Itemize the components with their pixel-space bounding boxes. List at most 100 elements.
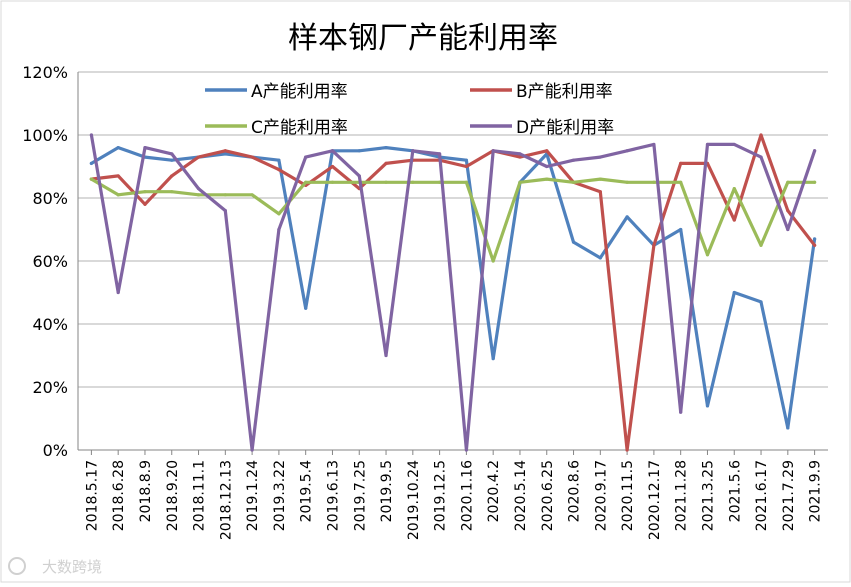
data-point	[491, 259, 495, 263]
y-tick-label: 120%	[22, 63, 68, 82]
data-point	[759, 243, 763, 247]
legend-label: C产能利用率	[251, 118, 348, 138]
y-tick-label: 100%	[22, 126, 68, 145]
x-tick-label: 2021.1.28	[674, 460, 690, 531]
data-point	[277, 168, 281, 172]
x-tick-label: 2020.9.17	[593, 460, 609, 531]
watermark: 大数跨境	[8, 557, 102, 576]
x-tick-label: 2020.8.6	[567, 460, 583, 522]
data-point	[196, 186, 201, 191]
data-point	[223, 209, 227, 213]
x-tick-label: 2018.8.9	[138, 460, 154, 522]
y-tick-label: 40%	[32, 315, 68, 334]
data-point	[223, 152, 227, 156]
data-point	[598, 155, 602, 159]
data-point	[464, 164, 468, 169]
data-point	[705, 253, 710, 257]
data-point	[330, 180, 335, 184]
x-tick-label: 2018.11.1	[192, 460, 208, 531]
data-point	[116, 146, 120, 150]
legend-label: D产能利用率	[516, 118, 614, 138]
data-point	[277, 158, 281, 162]
data-point	[116, 174, 120, 178]
x-tick-label: 2020.1.16	[459, 460, 475, 531]
series-line-d	[89, 133, 817, 452]
data-point	[813, 243, 817, 247]
data-point	[170, 190, 174, 194]
data-point	[786, 180, 790, 184]
series-line-c	[89, 177, 817, 263]
series-line-b	[89, 133, 817, 452]
data-point	[384, 180, 388, 184]
data-point	[89, 161, 93, 165]
data-point	[143, 146, 147, 150]
data-point	[170, 158, 174, 162]
data-point	[759, 300, 763, 304]
data-point	[304, 306, 308, 310]
x-tick-label: 2021.5.6	[727, 460, 743, 522]
data-point	[732, 218, 736, 222]
data-point	[518, 155, 522, 159]
data-point	[786, 227, 790, 232]
data-point	[277, 227, 281, 232]
data-point	[277, 212, 281, 216]
x-tick-label: 2021.6.17	[754, 460, 770, 531]
x-tick-label: 2019.3.22	[272, 460, 288, 531]
data-point	[170, 152, 174, 156]
data-point	[679, 410, 683, 414]
legend-label: A产能利用率	[251, 82, 348, 102]
data-point	[330, 164, 335, 169]
series-lines	[89, 133, 817, 452]
data-point	[545, 164, 549, 169]
data-point	[116, 290, 120, 295]
x-tick-label: 2019.5.4	[299, 460, 315, 522]
data-point	[786, 426, 790, 430]
data-point	[304, 155, 308, 159]
data-point	[518, 180, 522, 184]
x-tick-label: 2019.12.5	[433, 460, 449, 531]
data-point	[411, 180, 415, 184]
data-point	[705, 142, 710, 147]
x-tick-label: 2020.5.14	[513, 460, 529, 531]
x-tick-label: 2020.11.5	[620, 460, 636, 531]
data-point	[518, 152, 522, 156]
x-tick-label: 2021.3.25	[700, 460, 716, 531]
data-point	[357, 149, 361, 153]
x-tick-label: 2018.5.17	[84, 460, 100, 531]
data-point	[625, 215, 629, 219]
data-point	[223, 193, 227, 197]
data-point	[679, 180, 683, 184]
data-point	[223, 149, 227, 153]
data-point	[813, 180, 817, 184]
data-point	[304, 180, 308, 184]
data-point	[143, 202, 147, 206]
legend: A产能利用率 B产能利用率 C产能利用率 D产能利用率	[205, 82, 614, 138]
watermark-text: 大数跨境	[42, 558, 102, 576]
x-tick-label: 2021.9.9	[808, 460, 824, 522]
x-tick-label: 2020.4.2	[486, 460, 502, 522]
data-point	[625, 180, 629, 184]
data-point	[679, 161, 683, 165]
data-point	[759, 155, 763, 159]
x-tick-label: 2018.9.20	[165, 460, 181, 531]
x-tick-label: 2020.12.17	[647, 460, 663, 540]
legend-label: B产能利用率	[516, 82, 613, 102]
x-tick-label: 2018.12.13	[218, 460, 234, 540]
data-point	[464, 448, 468, 452]
data-point	[598, 177, 602, 181]
x-tick-label: 2018.6.28	[111, 460, 127, 531]
data-point	[116, 193, 120, 197]
data-point	[464, 180, 468, 184]
y-tick-label: 80%	[32, 189, 68, 208]
data-point	[813, 149, 817, 153]
data-point	[625, 149, 629, 153]
data-point	[250, 448, 254, 452]
data-point	[571, 240, 576, 244]
data-point	[571, 180, 576, 184]
data-point	[652, 243, 656, 247]
data-point	[545, 177, 549, 181]
axes: 0% 20% 40% 60% 80% 100% 120% 2018.5.17 2018.6.28…	[22, 63, 828, 540]
data-point	[813, 237, 817, 241]
data-point	[384, 161, 388, 165]
x-tick-label: 2019.7.25	[352, 460, 368, 531]
